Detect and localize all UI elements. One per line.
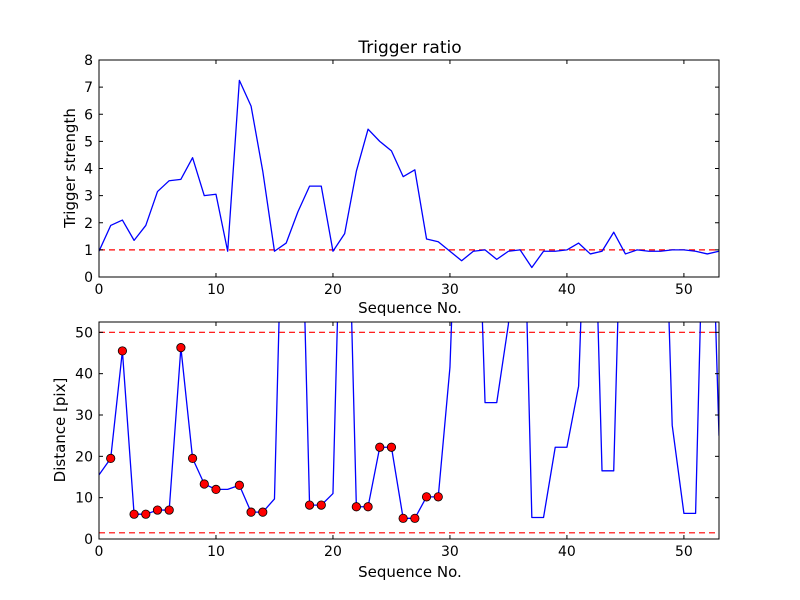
- bottom-data-point: [129, 509, 139, 519]
- bottom-x-tick-label: 30: [441, 544, 459, 560]
- top-x-tick-label: 40: [558, 282, 576, 298]
- bottom-data-point: [386, 442, 397, 452]
- top-x-tick-label: 30: [441, 282, 459, 298]
- bottom-y-tick-label: 0: [84, 532, 93, 548]
- bottom-chart-ylabel: Distance [pix]: [51, 378, 69, 483]
- bottom-data-point: [421, 492, 432, 502]
- top-y-tick-label: 5: [84, 134, 93, 150]
- bottom-x-tick-label: 0: [95, 544, 104, 560]
- top-chart-panel: Trigger ratio Sequence No. Trigger stren…: [61, 38, 720, 317]
- bottom-data-point: [363, 502, 373, 512]
- top-y-tick-label: 0: [84, 270, 93, 286]
- bottom-data-point: [398, 513, 408, 523]
- bottom-data-point: [351, 502, 361, 512]
- top-series-line: [99, 79, 719, 269]
- bottom-data-point: [258, 507, 268, 517]
- top-y-tick-label: 7: [84, 80, 93, 96]
- bottom-data-point: [117, 346, 127, 356]
- bottom-data-point: [246, 507, 256, 517]
- top-y-tick-label: 6: [84, 107, 93, 123]
- bottom-x-tick-label: 10: [207, 544, 225, 560]
- bottom-data-point: [106, 453, 116, 463]
- bottom-y-tick-label: 30: [75, 408, 93, 424]
- bottom-data-point: [410, 513, 420, 523]
- top-x-tick-label: 10: [207, 282, 225, 298]
- top-y-tick-label: 2: [84, 216, 93, 232]
- bottom-x-tick-label: 40: [558, 544, 576, 560]
- top-x-tick-label: 50: [675, 282, 693, 298]
- bottom-y-tick-label: 20: [75, 449, 93, 465]
- bottom-data-point: [187, 453, 198, 463]
- top-x-tick-label: 0: [95, 282, 104, 298]
- bottom-data-point: [176, 343, 186, 353]
- bottom-y-tick-label: 50: [75, 325, 93, 341]
- top-chart-title: Trigger ratio: [357, 38, 461, 58]
- top-chart-xlabel: Sequence No.: [358, 299, 462, 317]
- bottom-chart-xlabel: Sequence No.: [358, 563, 462, 581]
- bottom-y-tick-label: 10: [75, 491, 93, 507]
- bottom-data-point: [234, 480, 244, 490]
- top-y-tick-label: 1: [84, 243, 93, 259]
- bottom-data-point: [304, 500, 315, 510]
- top-x-tick-label: 20: [324, 282, 342, 298]
- top-chart-ylabel: Trigger strength: [61, 108, 79, 229]
- bottom-data-point: [141, 509, 151, 519]
- bottom-plot-area: [99, 322, 719, 539]
- bottom-y-tick-label: 40: [75, 367, 93, 383]
- bottom-chart-panel: Sequence No. Distance [pix] 0 10 20 30 40 50 0…: [51, 321, 720, 581]
- top-y-tick-label: 3: [84, 189, 93, 205]
- bottom-data-point: [211, 484, 221, 494]
- bottom-data-point: [433, 492, 443, 502]
- bottom-axes-frame: [98, 321, 720, 540]
- bottom-data-point: [152, 505, 163, 515]
- top-y-tick-label: 8: [84, 53, 93, 69]
- bottom-data-point: [375, 442, 385, 452]
- top-y-tick-label: 4: [84, 162, 93, 178]
- bottom-x-tick-label: 50: [675, 544, 693, 560]
- bottom-data-point: [199, 479, 209, 489]
- top-plot-area: [99, 60, 719, 277]
- bottom-data-point: [164, 505, 174, 515]
- bottom-x-tick-label: 20: [324, 544, 342, 560]
- bottom-series-line: [99, 322, 719, 519]
- bottom-data-point: [316, 500, 326, 510]
